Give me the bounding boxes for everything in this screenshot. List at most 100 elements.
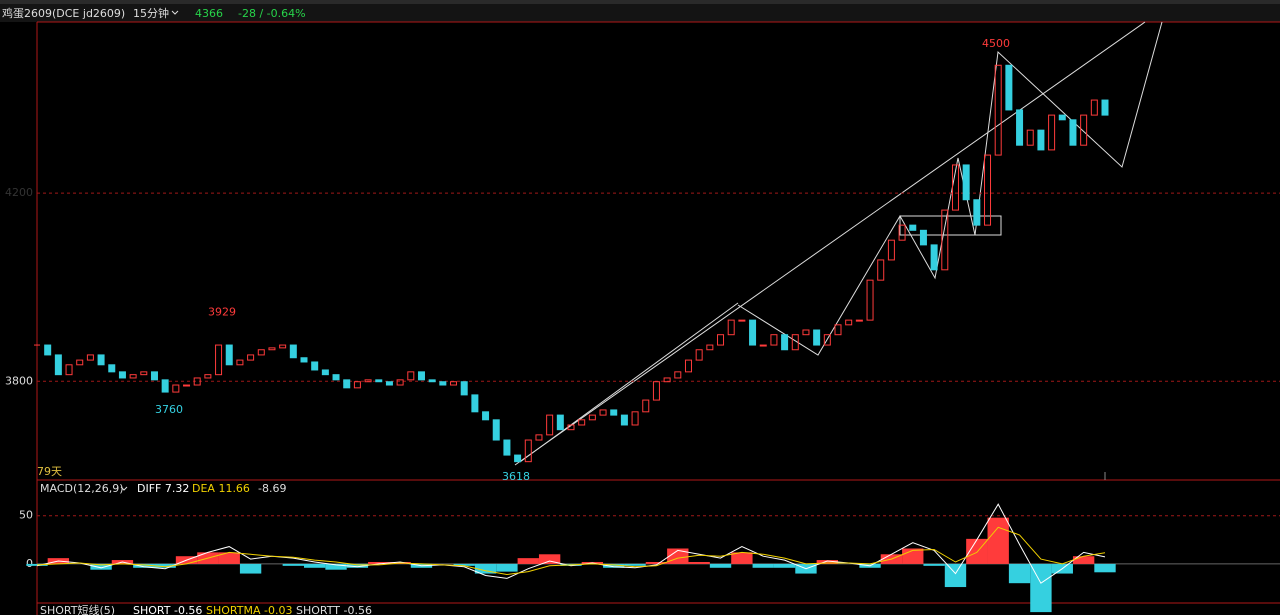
candle (802, 329, 810, 336)
candle (332, 374, 340, 381)
candle (236, 359, 244, 366)
y-tick-label: 3800 (5, 374, 33, 387)
candle (706, 344, 714, 351)
candle (962, 164, 970, 201)
y-tick-label: 50 (19, 509, 33, 522)
candle (407, 371, 415, 381)
candle (599, 409, 607, 416)
candle (834, 324, 842, 336)
last-price: 4366 (195, 7, 223, 20)
macd-bar (474, 563, 497, 574)
candle (1069, 119, 1077, 146)
candle (321, 369, 329, 376)
candle (215, 344, 223, 376)
candle (588, 414, 596, 421)
candle (770, 334, 778, 346)
candle (866, 279, 874, 321)
candle (823, 334, 831, 346)
candle (204, 374, 212, 379)
candle (791, 334, 799, 351)
macd-bar (645, 561, 668, 564)
candle (919, 229, 927, 246)
price-annotation: 4500 (982, 37, 1010, 50)
wave-line (737, 21, 1163, 356)
macd-bar (304, 563, 326, 568)
dropdown-arrow[interactable] (171, 10, 179, 15)
macd-bar (1008, 563, 1031, 584)
candle (257, 349, 265, 356)
candle (727, 319, 735, 336)
candle (1037, 129, 1045, 151)
candle (877, 259, 885, 281)
candle (642, 399, 650, 413)
candle (183, 384, 191, 387)
macd-bar (944, 563, 967, 588)
indicator-label: SHORTT -0.56 (296, 604, 372, 615)
candle (503, 439, 511, 456)
candle (898, 224, 906, 241)
candle (150, 371, 158, 381)
candle (353, 381, 361, 389)
candle (759, 344, 767, 347)
macd-bar (154, 563, 176, 568)
candle (450, 381, 458, 386)
macd-bar (218, 552, 240, 564)
candle (375, 379, 383, 383)
candle (845, 319, 853, 326)
macd-bar (923, 563, 945, 566)
candle (909, 224, 917, 231)
price-annotation: 3760 (155, 403, 183, 416)
candle (172, 384, 180, 393)
top-strip (0, 0, 1280, 4)
candle (951, 164, 959, 211)
candle (385, 381, 393, 386)
candle (567, 424, 575, 431)
period: 15分钟 (133, 6, 169, 20)
candle (738, 319, 746, 322)
trend-line (514, 21, 1146, 466)
macd-bar (133, 563, 155, 568)
dea-label: DEA 11.66 (192, 482, 250, 495)
candle (76, 359, 84, 366)
candle (994, 64, 1002, 156)
trend-line (519, 302, 739, 463)
macd-bar (731, 552, 753, 564)
dropdown-arrow[interactable] (120, 486, 128, 491)
macd-bar (517, 558, 539, 564)
candle (717, 334, 725, 346)
candle (578, 419, 586, 426)
candle (417, 371, 425, 381)
candle (1090, 99, 1098, 116)
candle (663, 377, 671, 383)
macd-label: -8.69 (258, 482, 286, 495)
candle (396, 379, 404, 386)
candle (620, 414, 628, 426)
header-bar (0, 4, 1280, 22)
macd-bar (816, 560, 838, 564)
candle (129, 374, 137, 379)
candle (108, 364, 116, 373)
macd-bar (453, 563, 475, 566)
price-annotation: 3929 (208, 306, 236, 319)
candle (54, 354, 62, 376)
candle (973, 199, 981, 226)
candle (1048, 114, 1056, 151)
candle (97, 354, 105, 366)
span-label: 79天 (37, 465, 62, 478)
candle (428, 379, 436, 383)
candle (247, 354, 255, 361)
macd-bar (239, 563, 262, 574)
candle (984, 154, 992, 226)
macd-bar (987, 517, 1009, 564)
macd-bar (496, 563, 518, 572)
macd-bar (688, 561, 710, 564)
macd-bar (325, 563, 347, 570)
candle (631, 411, 639, 426)
candle (887, 239, 895, 261)
macd-bar (1094, 563, 1116, 573)
macd-bar (282, 563, 304, 566)
candle (556, 414, 564, 431)
candle (86, 354, 94, 361)
